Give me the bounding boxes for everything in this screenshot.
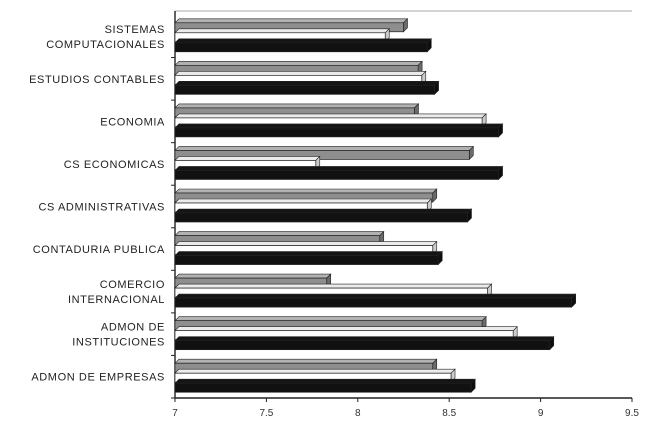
x-tick-label: 7.5 xyxy=(259,408,273,419)
bar xyxy=(174,325,518,341)
bar xyxy=(174,293,577,308)
bar-top-face xyxy=(174,336,555,341)
x-tick-label: 9 xyxy=(538,408,544,419)
category-label: CONTADURIA PUBLICA xyxy=(33,244,165,256)
bar xyxy=(174,60,423,76)
category-label: ADMON DE xyxy=(101,322,165,334)
bar xyxy=(174,38,432,53)
category-label: ADMON DE EMPRESAS xyxy=(31,372,165,384)
bar-top-face xyxy=(174,208,473,214)
bar-top-face xyxy=(174,103,420,109)
bar xyxy=(174,80,440,96)
bar xyxy=(174,230,385,246)
bar-top-face xyxy=(174,113,487,119)
bar xyxy=(174,273,332,288)
x-tick-label: 8.5 xyxy=(442,408,456,419)
bar-front-face xyxy=(174,212,468,223)
bar-top-face xyxy=(174,166,504,171)
bar-front-face xyxy=(174,382,472,393)
bar xyxy=(174,165,504,181)
bar-front-face xyxy=(174,297,573,308)
bar-top-face xyxy=(174,61,423,66)
plot-area: 7 7.5 8 8.5 9 9.5 SISTEMAS COMPUTACIONALES ESTUD… xyxy=(29,10,639,419)
bar xyxy=(174,378,476,393)
bar xyxy=(174,335,555,351)
category-label: COMERCIO xyxy=(100,279,165,291)
bar xyxy=(174,28,390,43)
bar-top-face xyxy=(174,316,487,321)
bar-top-face xyxy=(174,188,438,194)
bar xyxy=(174,250,443,266)
bar xyxy=(174,145,475,161)
bar-top-face xyxy=(174,368,456,374)
bar xyxy=(174,208,473,223)
bar-top-face xyxy=(174,81,440,86)
bar-top-face xyxy=(174,283,493,289)
bar-front-face xyxy=(174,150,470,160)
bar-front-face xyxy=(174,42,428,53)
category-label: CS ADMINISTRATIVAS xyxy=(38,202,165,214)
category-label: SISTEMAS xyxy=(105,24,165,36)
bar-top-face xyxy=(174,273,332,279)
bar-top-face xyxy=(174,28,390,34)
bar-top-face xyxy=(174,378,476,384)
x-tick-label: 9.5 xyxy=(625,408,639,419)
bar-top-face xyxy=(174,71,427,76)
bar-top-face xyxy=(174,251,443,256)
bar xyxy=(174,18,409,33)
bar-front-face xyxy=(174,127,499,138)
bar-top-face xyxy=(174,198,432,204)
category-label: INTERNACIONAL xyxy=(68,294,165,306)
bar-top-face xyxy=(174,326,518,331)
x-tick-label: 8 xyxy=(355,408,361,419)
bar xyxy=(174,123,504,138)
bar-top-face xyxy=(174,231,385,236)
bar-top-face xyxy=(174,123,504,129)
bar-front-face xyxy=(174,340,551,351)
category-label: COMPUTACIONALES xyxy=(46,39,165,51)
bar-top-face xyxy=(174,18,409,24)
bar-top-face xyxy=(174,358,438,364)
category-label: INSTITUCIONES xyxy=(72,337,165,349)
bar-top-face xyxy=(174,146,475,151)
bar-top-face xyxy=(174,38,432,44)
bar-top-face xyxy=(174,156,321,161)
bar-front-face xyxy=(174,84,435,95)
bar-top-face xyxy=(174,293,577,299)
x-tick-label: 7 xyxy=(172,408,178,419)
bar-top-face xyxy=(174,241,438,246)
category-label: ECONOMIA xyxy=(100,116,165,128)
bar-front-face xyxy=(174,255,439,265)
category-label: ESTUDIOS CONTABLES xyxy=(29,74,165,86)
category-label: CS ECONOMICAS xyxy=(64,159,165,171)
bar-front-face xyxy=(174,170,499,180)
